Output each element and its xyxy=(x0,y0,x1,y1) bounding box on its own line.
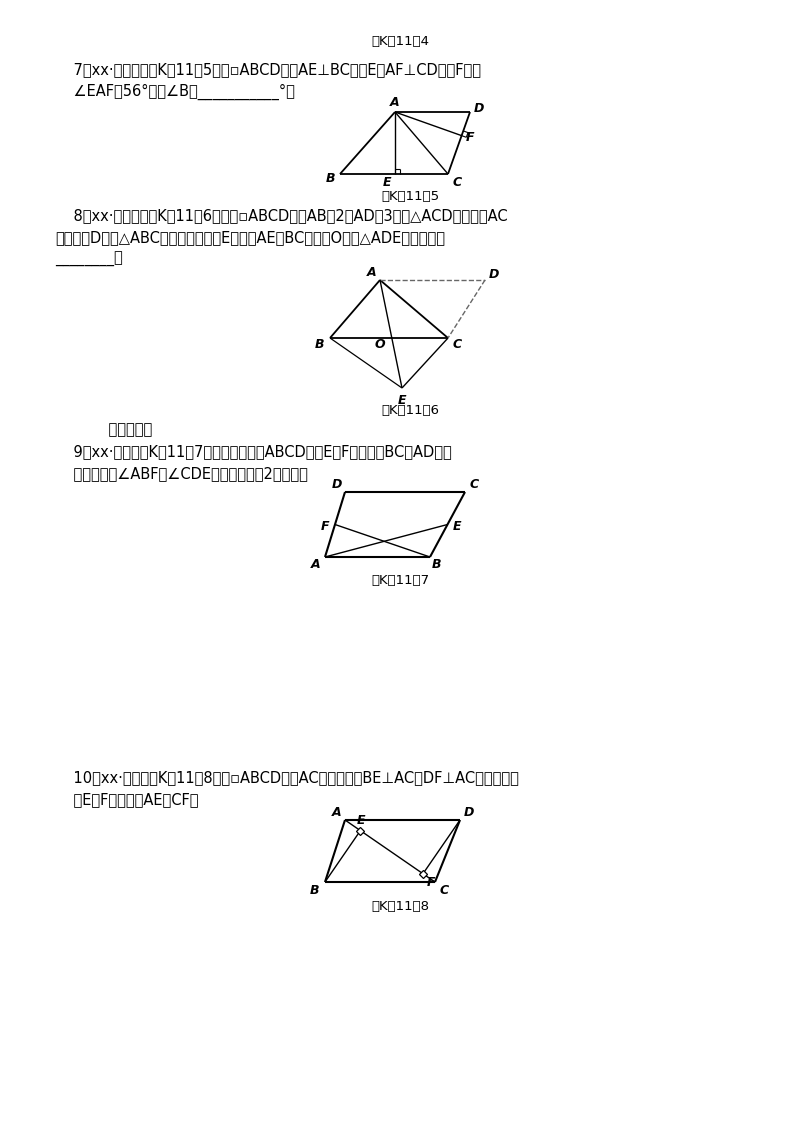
Text: A: A xyxy=(367,266,377,278)
Text: 8．xx·淄博在如图K－11－6所示的▫ABCD中，AB＝2，AD＝3，将△ACD沿对角线AC: 8．xx·淄博在如图K－11－6所示的▫ABCD中，AB＝2，AD＝3，将△AC… xyxy=(55,208,508,223)
Text: D: D xyxy=(464,806,474,820)
Text: 图K－11－5: 图K－11－5 xyxy=(381,190,439,203)
Text: 9．xx·无锡如图K－11－7，在平行四边形ABCD中，E，F分别是边BC，AD的中: 9．xx·无锡如图K－11－7，在平行四边形ABCD中，E，F分别是边BC，AD… xyxy=(55,444,452,458)
Text: E: E xyxy=(452,520,461,533)
Text: A: A xyxy=(311,558,321,572)
Text: A: A xyxy=(390,95,400,109)
Text: C: C xyxy=(453,175,462,189)
Text: 图K－11－6: 图K－11－6 xyxy=(381,404,439,417)
Text: D: D xyxy=(332,479,342,491)
Text: F: F xyxy=(466,131,474,144)
Text: F: F xyxy=(321,520,330,533)
Text: E: E xyxy=(357,814,366,827)
Text: C: C xyxy=(439,883,449,897)
Text: 图K－11－4: 图K－11－4 xyxy=(371,35,429,48)
Text: B: B xyxy=(310,883,318,897)
Text: 10．xx·衢州如图K－11－8，在▫ABCD中，AC是对角线，BE⊥AC，DF⊥AC，垂足分别: 10．xx·衢州如图K－11－8，在▫ABCD中，AC是对角线，BE⊥AC，DF… xyxy=(55,770,519,784)
Text: B: B xyxy=(431,558,441,572)
Text: E: E xyxy=(398,394,406,406)
Text: ∠EAF＝56°，则∠B＝___________°．: ∠EAF＝56°，则∠B＝___________°． xyxy=(55,84,295,101)
Text: ________．: ________． xyxy=(55,252,122,267)
Text: 折叠，点D落在△ABC所在平面内的点E处，且AE过BC的中点O，则△ADE的周长等于: 折叠，点D落在△ABC所在平面内的点E处，且AE过BC的中点O，则△ADE的周长… xyxy=(55,230,445,245)
Text: C: C xyxy=(470,479,478,491)
Text: D: D xyxy=(474,102,484,114)
Text: 图K－11－8: 图K－11－8 xyxy=(371,900,429,914)
Text: E: E xyxy=(382,177,391,189)
Text: B: B xyxy=(326,172,334,185)
Text: F: F xyxy=(426,876,435,890)
Text: C: C xyxy=(453,337,462,351)
Text: 图K－11－7: 图K－11－7 xyxy=(371,574,429,588)
Text: D: D xyxy=(489,267,499,281)
Text: 为E，F．求证：AE＝CF．: 为E，F．求证：AE＝CF． xyxy=(55,792,198,807)
Text: 三、解答题: 三、解答题 xyxy=(90,422,152,437)
Text: A: A xyxy=(332,806,342,820)
Text: 7．xx·连云港如图K－11－5，在▫ABCD中，AE⊥BC于点E，AF⊥CD于点F，若: 7．xx·连云港如图K－11－5，在▫ABCD中，AE⊥BC于点E，AF⊥CD于… xyxy=(55,62,481,77)
Text: 点．求证：∠ABF＝∠CDE．链接听课例2归纳总结: 点．求证：∠ABF＝∠CDE．链接听课例2归纳总结 xyxy=(55,466,308,481)
Text: B: B xyxy=(314,337,324,351)
Text: O: O xyxy=(374,337,386,351)
